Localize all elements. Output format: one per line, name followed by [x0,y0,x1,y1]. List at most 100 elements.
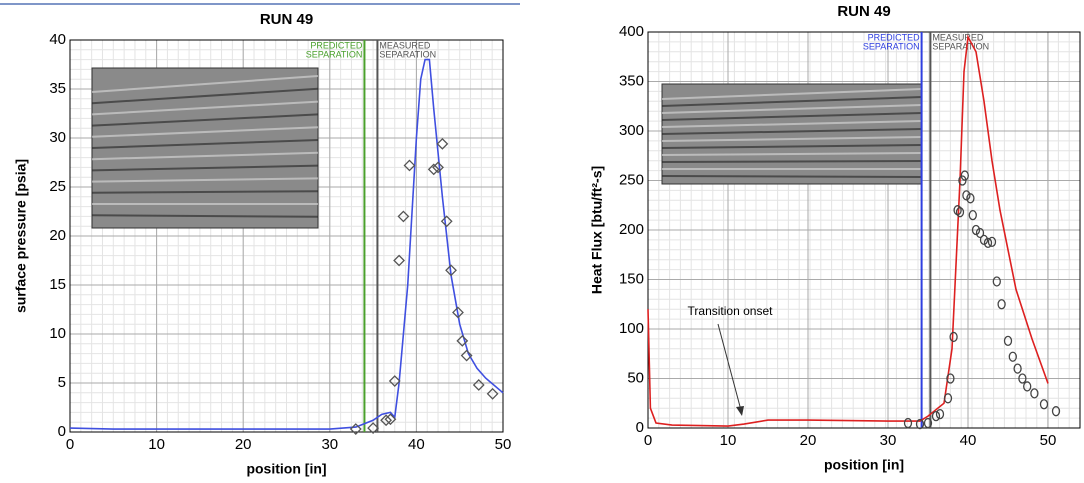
data-point [427,163,440,176]
y-tick-label: 50 [627,369,644,386]
y-tick-label: 35 [49,80,66,97]
y-axis-label: Heat Flux [btu/ft²-s] [589,166,605,294]
y-tick-label: 200 [619,221,644,238]
y-tick-label: 30 [49,129,66,146]
photo-streak [91,190,319,194]
photo-streak [661,160,923,163]
y-tick-label: 40 [49,31,66,48]
y-tick-label: 250 [619,171,644,188]
photo-streak [661,152,923,156]
data-point [472,379,485,391]
data-point [915,418,925,430]
y-tick-label: 350 [619,72,644,89]
data-point [979,234,989,246]
data-point [486,387,499,400]
photo-streak [91,126,319,138]
plot-frame [69,39,504,433]
separation-label: SEPARATION [932,41,989,51]
chart-title: RUN 49 [260,11,313,28]
y-tick-label: 15 [49,276,66,293]
data-point [1051,406,1061,417]
separation-label: MEASURED [932,32,984,42]
photo-streak [91,139,319,149]
data-point [367,422,380,434]
photo-streak [91,151,319,161]
x-tick-label: 40 [960,432,977,449]
computed-line [69,58,504,430]
annotation: Transition onset [688,304,774,318]
photo-streak [661,136,923,142]
data-point [397,210,410,223]
data-point [436,137,449,150]
data-point [380,414,393,427]
photo-streak [91,75,319,93]
separation-label: PREDICTED [310,40,363,50]
data-point [903,417,913,429]
data-point [987,236,997,248]
y-tick-label: 5 [58,374,66,391]
x-tick-label: 50 [1040,432,1057,449]
data-point [943,393,953,404]
data-point [949,331,958,343]
data-point [440,215,453,228]
y-axis-label: surface pressure [psia] [13,159,29,313]
separation-label: PREDICTED [868,32,921,42]
x-tick-label: 50 [495,436,512,453]
photo-streak [91,100,319,116]
data-point [923,417,933,429]
data-point [452,306,464,319]
y-tick-label: 10 [49,325,66,342]
inset-photo [91,67,319,229]
plot-frame [647,31,1081,429]
data-point [997,299,1006,310]
data-point [1039,399,1049,410]
x-tick-label: 10 [148,436,165,453]
y-tick-label: 100 [619,320,644,337]
photo-streak [91,113,319,127]
y-tick-label: 0 [58,423,66,440]
y-tick-label: 300 [619,122,644,139]
data-point [968,209,977,221]
annotation-arrow [717,323,743,415]
separation-label: MEASURED [379,40,431,50]
x-tick-label: 40 [408,436,425,453]
y-tick-label: 400 [619,23,644,40]
data-point [962,190,971,201]
x-tick-label: 0 [66,436,74,453]
data-point [403,159,416,172]
photo-streak [91,87,319,105]
data-point [975,227,985,239]
y-tick-label: 20 [49,227,66,244]
arrow-head [736,406,744,416]
data-point [456,334,469,347]
data-point [992,276,1001,287]
data-point [445,264,457,277]
chart-title: RUN 49 [837,3,890,20]
data-point [393,254,405,267]
photo-streak [661,96,923,107]
data-point [960,170,969,181]
x-tick-label: 30 [321,436,338,453]
photo-streak [661,120,923,128]
photo-streak [661,128,923,135]
data-point [1008,351,1017,362]
photo-streak [661,88,923,100]
x-tick-label: 20 [800,432,817,449]
photo-streak [91,177,319,183]
photo-streak [91,214,319,218]
data-point [955,207,965,218]
photo-streak [661,175,923,178]
photo-streak [661,112,923,121]
data-point [966,193,975,204]
data-point [432,161,444,174]
data-point [460,349,473,362]
data-point [935,408,945,420]
photo-streak [661,144,923,149]
separation-label: SEPARATION [306,49,363,59]
photo-streak [661,104,923,114]
data-point [1013,363,1022,374]
data-point [931,410,941,422]
x-axis-label: position [in] [246,461,326,477]
data-point [384,413,397,426]
